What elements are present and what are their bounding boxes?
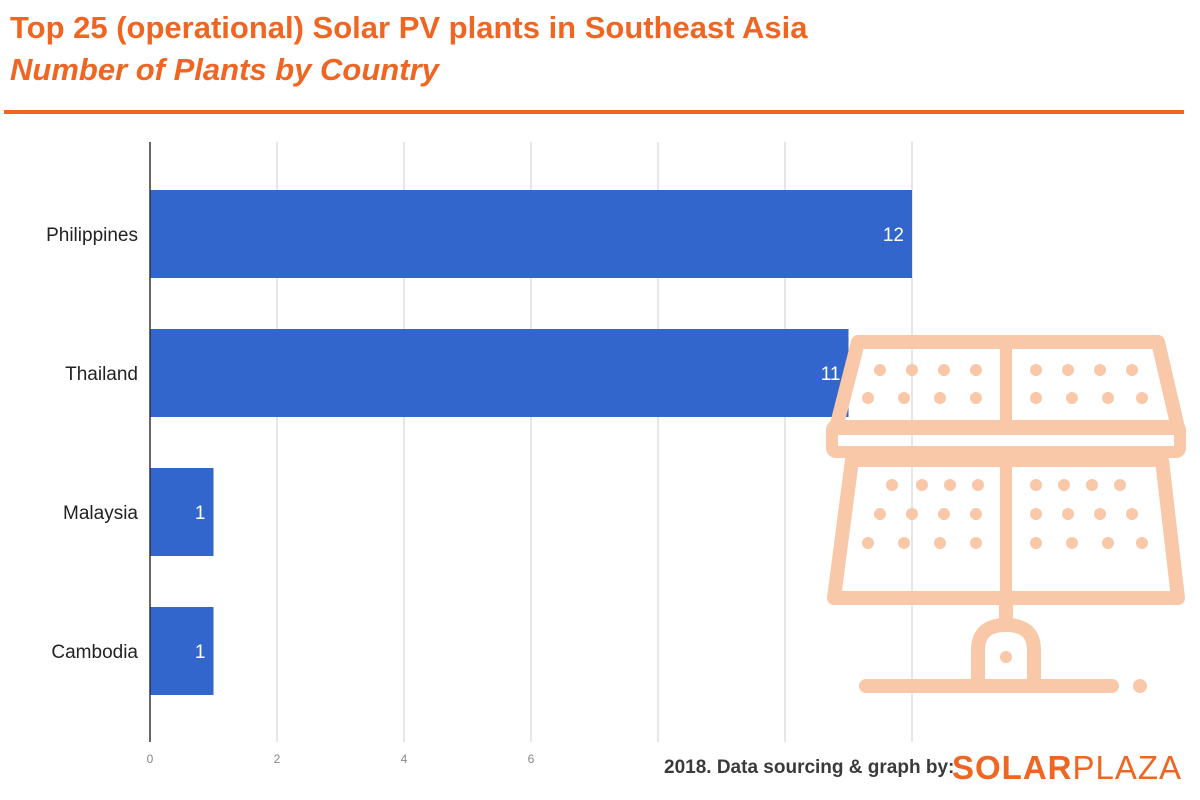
panel-cell-dot [1136,537,1148,549]
panel-cell-dot [1066,537,1078,549]
data-label: 12 [883,225,904,246]
bar-cambodia [150,607,214,695]
panel-cell-dot [1030,537,1042,549]
panel-cell-dot [898,537,910,549]
x-tick-labels: 0 2 4 6 [147,752,535,766]
panel-cell-dot [938,364,950,376]
panel-cell-dot [970,537,982,549]
panel-cell-dot [898,392,910,404]
panel-cell-dot [1094,364,1106,376]
panel-cell-dot [1086,479,1098,491]
panel-cell-dot [970,508,982,520]
panel-cell-dot [1030,479,1042,491]
panel-cell-dot [906,508,918,520]
panel-cell-dot [874,508,886,520]
brand-logo: SOLARPLAZA [952,748,1182,788]
panel-cell-dot [1126,364,1138,376]
bar-thailand [150,329,849,417]
solar-panel-icon [826,335,1186,693]
x-tick-label: 2 [274,752,281,766]
panel-cell-dot [1030,392,1042,404]
panel-cell-dot [862,537,874,549]
data-label: 1 [195,642,206,663]
panel-cell-dot [970,364,982,376]
panel-cell-dot [886,479,898,491]
panel-cell-dot [1066,392,1078,404]
panel-cell-dot [970,392,982,404]
panel-cell-dot [1062,508,1074,520]
x-tick-label: 6 [528,752,535,766]
data-label: 11 [821,364,841,385]
panel-cell-dot [1094,508,1106,520]
panel-cell-dot [862,392,874,404]
panel-cell-dot [1136,392,1148,404]
bar-philippines [150,190,912,278]
category-label: Philippines [46,225,138,246]
panel-cell-dot [1062,364,1074,376]
panel-cell-dot [1030,364,1042,376]
panel-cell-dot [874,364,886,376]
panel-cell-dot [916,479,928,491]
panel-cell-dot [934,537,946,549]
category-labels: Philippines Thailand Malaysia Cambodia [46,225,138,663]
category-label: Malaysia [63,503,138,524]
panel-cell-dot [906,364,918,376]
panel-cell-dot [1102,392,1114,404]
panel-cell-dot [1126,508,1138,520]
panel-cell-dot [972,479,984,491]
x-tick-label: 4 [401,752,408,766]
category-label: Thailand [65,364,138,385]
panel-cell-dot [1030,508,1042,520]
header-divider [4,110,1184,114]
x-tick-label: 0 [147,752,154,766]
brand-logo-light: PLAZA [1072,749,1183,786]
data-label: 1 [195,503,206,524]
panel-cell-dot [1058,479,1070,491]
category-label: Cambodia [51,642,138,663]
panel-cell-dot [944,479,956,491]
bars [150,190,912,695]
chart-subtitle: Number of Plants by Country [10,52,439,87]
chart-title: Top 25 (operational) Solar PV plants in … [10,10,808,45]
bar-malaysia [150,468,214,556]
panel-cell-dot [938,508,950,520]
panel-cell-dot [1114,479,1126,491]
panel-cell-dot [1102,537,1114,549]
brand-logo-bold: SOLAR [952,749,1073,786]
panel-cell-dot [934,392,946,404]
source-credit: 2018. Data sourcing & graph by: [664,757,955,778]
